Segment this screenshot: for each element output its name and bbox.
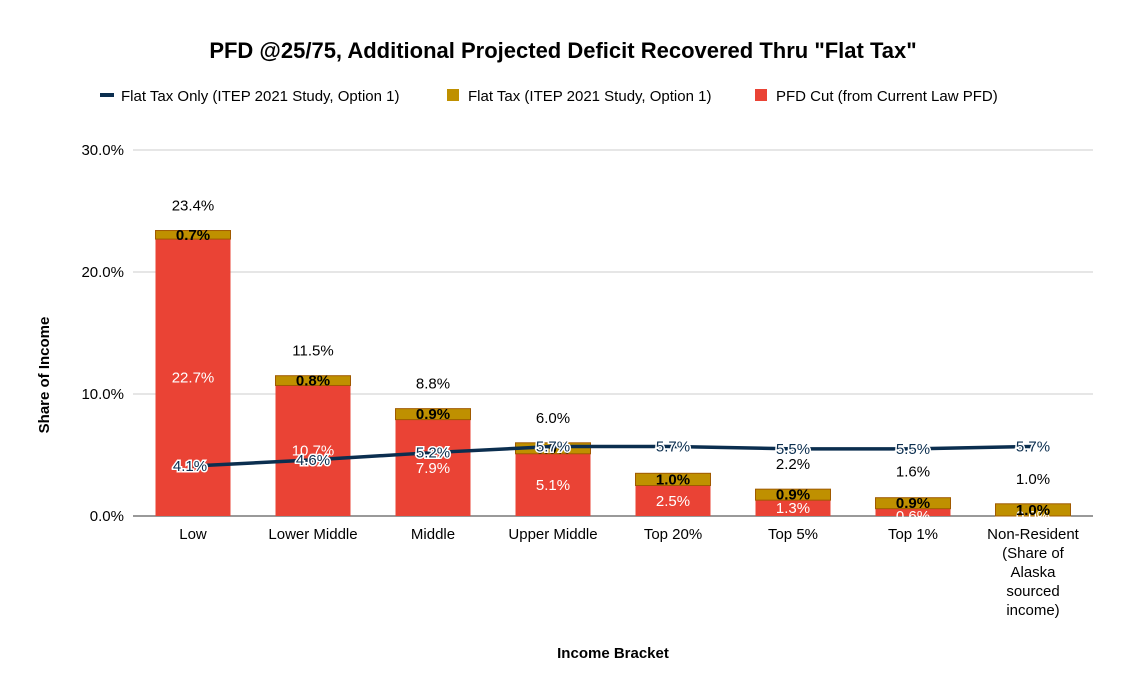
x-tick-label: Top 1% xyxy=(888,526,938,543)
bar-pfd-cut xyxy=(395,419,471,516)
data-label-total: 11.5% xyxy=(292,343,333,360)
data-label-line: 5.2% xyxy=(416,445,450,462)
bar-flat-tax xyxy=(995,503,1071,517)
legend-line-swatch xyxy=(100,93,114,97)
bar-pfd-cut xyxy=(275,385,351,516)
data-label-line: 5.5% xyxy=(776,441,810,458)
data-label-line: 5.7% xyxy=(536,438,570,455)
y-axis-tick-labels: 0.0% 10.0% 20.0% 30.0% xyxy=(81,142,124,525)
bar-pfd-cut xyxy=(635,485,711,516)
x-tick-label: sourced xyxy=(1006,583,1059,600)
data-label-pfd-cut: 10.7% xyxy=(292,443,335,460)
y-tick-label: 30.0% xyxy=(81,142,124,159)
bar-flat-tax xyxy=(755,488,831,501)
data-label-pfd-cut: 0.6% xyxy=(896,508,930,525)
data-label-pfd-cut: 5.1% xyxy=(536,477,570,494)
bar-pfd-cut xyxy=(755,500,831,516)
line-series: 4.1% 4.6% 5.2% 5.7% 5.7% 5.5% 5.5% 5.7% xyxy=(171,437,1051,477)
data-label-pfd-cut: 2.5% xyxy=(656,493,690,510)
data-label-line: 5.5% xyxy=(896,441,930,458)
x-tick-label: Lower Middle xyxy=(268,526,357,543)
bar-flat-tax xyxy=(275,375,351,386)
data-label-pfd-cut: 0.0% xyxy=(1016,508,1050,525)
data-label-flat-tax: 0.9% xyxy=(896,495,930,512)
data-label-total: 8.8% xyxy=(416,376,450,393)
x-tick-label: Upper Middle xyxy=(508,526,597,543)
bar-flat-tax xyxy=(875,497,951,510)
data-label-flat-tax: 0.7% xyxy=(176,227,210,244)
x-tick-label: (Share of xyxy=(1002,545,1065,562)
x-tick-label: Alaska xyxy=(1010,564,1056,581)
data-label-total: 1.0% xyxy=(1016,471,1050,488)
data-label-flat-tax: 1.0% xyxy=(1016,502,1050,519)
bar-pfd-cut xyxy=(155,239,231,516)
x-axis-tick-labels: Low Lower Middle Middle Upper Middle Top 20%… xyxy=(179,526,1079,619)
y-axis-title: Share of Income xyxy=(36,317,53,434)
x-tick-label: Top 5% xyxy=(768,526,818,543)
x-tick-label: Low xyxy=(179,526,207,543)
data-label-line: 4.1% xyxy=(173,458,207,475)
bar-pfd-cut xyxy=(515,453,591,516)
x-axis-title: Income Bracket xyxy=(557,645,669,662)
legend-label: Flat Tax (ITEP 2021 Study, Option 1) xyxy=(468,88,711,105)
legend-label: Flat Tax Only (ITEP 2021 Study, Option 1… xyxy=(121,88,399,105)
data-label-total: 1.6% xyxy=(896,463,930,480)
data-label-flat-tax: 0.9% xyxy=(776,487,810,504)
data-label-total: 6.0% xyxy=(536,410,570,427)
chart-legend: Flat Tax Only (ITEP 2021 Study, Option 1… xyxy=(100,88,998,105)
data-label-pfd-cut: 7.9% xyxy=(416,460,450,477)
x-tick-label: Non-Resident xyxy=(987,526,1080,543)
legend-square-swatch xyxy=(755,89,767,101)
data-label-flat-tax: 0.9% xyxy=(416,406,450,423)
bar-flat-tax xyxy=(635,472,711,486)
bar-series xyxy=(155,230,1071,517)
data-label-line: 5.7% xyxy=(1016,438,1050,455)
data-label-line: 5.7% xyxy=(656,438,690,455)
data-label-total: 2.2% xyxy=(776,456,810,473)
flat-tax-only-line xyxy=(192,444,1034,468)
bar-flat-tax xyxy=(395,408,471,421)
data-label-flat-tax: 0.8% xyxy=(296,373,330,390)
data-label-line: 4.6% xyxy=(296,452,330,469)
data-label-flat-tax: 1.0% xyxy=(656,471,690,488)
bar-pfd-cut xyxy=(875,508,951,516)
bar-data-labels: 22.7% 0.7% 23.4% 10.7% 0.8% 11.5% 7.9% 0.9% 8.8%… xyxy=(172,198,1050,525)
y-tick-label: 0.0% xyxy=(90,508,124,525)
chart-title: PFD @25/75, Additional Projected Deficit… xyxy=(209,38,916,63)
x-tick-label: Middle xyxy=(411,526,455,543)
data-label-pfd-cut: 1.3% xyxy=(776,500,810,517)
legend-label: PFD Cut (from Current Law PFD) xyxy=(776,88,998,105)
data-label-total: 23.4% xyxy=(172,198,215,215)
data-label-pfd-cut: 22.7% xyxy=(172,370,215,387)
y-tick-label: 10.0% xyxy=(81,386,124,403)
x-tick-label: Top 20% xyxy=(644,526,702,543)
x-tick-label: income) xyxy=(1006,602,1059,619)
bar-flat-tax xyxy=(155,230,231,240)
legend-square-swatch xyxy=(447,89,459,101)
y-tick-label: 20.0% xyxy=(81,264,124,281)
data-label-flat-tax: 0.9% xyxy=(536,440,570,457)
